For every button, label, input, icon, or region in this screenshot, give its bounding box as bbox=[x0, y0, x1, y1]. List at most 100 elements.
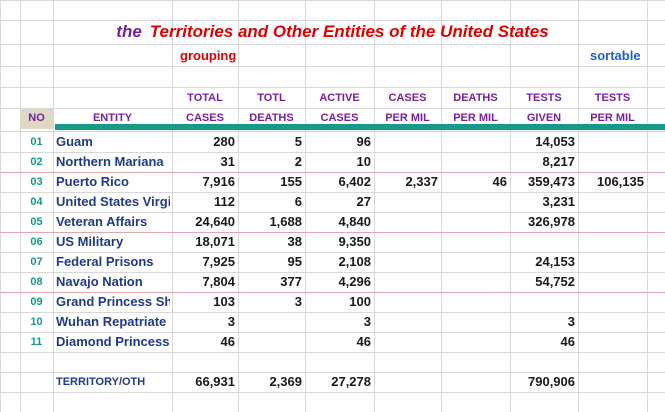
totals-total-cases[interactable]: 66,931 bbox=[195, 374, 235, 389]
deaths-per-mil[interactable]: 46 bbox=[492, 174, 507, 189]
deaths-per-mil[interactable] bbox=[441, 212, 507, 232]
total-cases[interactable]: 112 bbox=[214, 194, 235, 209]
header-totl-deaths-1[interactable]: TOTL bbox=[257, 92, 286, 104]
active-cases[interactable]: 2,108 bbox=[338, 254, 371, 269]
header-no[interactable]: NO bbox=[28, 112, 45, 124]
total-deaths[interactable]: 2 bbox=[294, 154, 302, 169]
total-deaths[interactable]: 3 bbox=[294, 294, 302, 309]
header-total-cases-1[interactable]: TOTAL bbox=[187, 92, 223, 104]
tests-given[interactable]: 359,473 bbox=[528, 174, 575, 189]
total-cases[interactable]: 7,916 bbox=[202, 174, 235, 189]
entity-name[interactable]: Federal Prisons bbox=[56, 254, 154, 269]
tests-per-mil[interactable] bbox=[578, 252, 644, 272]
tests-per-mil[interactable] bbox=[578, 132, 644, 152]
header-entity[interactable]: ENTITY bbox=[92, 112, 133, 124]
totals-row[interactable]: TERRITORY/OTH 66,931 2,369 27,278 790,90… bbox=[0, 372, 665, 392]
entity-name[interactable]: Veteran Affairs bbox=[56, 214, 148, 229]
row-number[interactable]: 02 bbox=[30, 156, 43, 168]
total-cases[interactable]: 31 bbox=[220, 154, 235, 169]
row-number[interactable]: 08 bbox=[30, 276, 43, 288]
deaths-per-mil[interactable] bbox=[441, 332, 507, 352]
tests-per-mil[interactable] bbox=[578, 212, 644, 232]
active-cases[interactable]: 96 bbox=[356, 134, 371, 149]
table-row[interactable]: 04 United States Virgi 112 6 27 3,231 bbox=[0, 192, 665, 212]
tests-given[interactable] bbox=[510, 232, 575, 252]
cases-per-mil[interactable] bbox=[374, 332, 438, 352]
header-total-cases-2[interactable]: CASES bbox=[186, 112, 224, 124]
cases-per-mil[interactable] bbox=[374, 252, 438, 272]
cases-per-mil[interactable] bbox=[374, 312, 438, 332]
totals-tests-given[interactable]: 790,906 bbox=[528, 374, 575, 389]
total-cases[interactable]: 3 bbox=[227, 314, 235, 329]
total-cases[interactable]: 46 bbox=[220, 334, 235, 349]
row-number[interactable]: 04 bbox=[30, 196, 43, 208]
table-row[interactable]: 03 Puerto Rico 7,916 155 6,402 2,337 46 359,473… bbox=[0, 172, 665, 192]
total-deaths[interactable]: 377 bbox=[280, 274, 302, 289]
active-cases[interactable]: 27 bbox=[356, 194, 371, 209]
entity-name[interactable]: Navajo Nation bbox=[56, 274, 143, 289]
active-cases[interactable]: 4,840 bbox=[338, 214, 371, 229]
active-cases[interactable]: 10 bbox=[356, 154, 371, 169]
total-deaths[interactable] bbox=[238, 332, 302, 352]
cases-per-mil[interactable]: 2,337 bbox=[405, 174, 438, 189]
deaths-per-mil[interactable] bbox=[441, 252, 507, 272]
entity-name[interactable]: Northern Mariana bbox=[56, 154, 164, 169]
tests-per-mil[interactable]: 106,135 bbox=[597, 174, 644, 189]
header-cases-per-mil-1[interactable]: CASES bbox=[388, 92, 427, 104]
total-deaths[interactable]: 1,688 bbox=[269, 214, 302, 229]
tests-per-mil[interactable] bbox=[578, 192, 644, 212]
deaths-per-mil[interactable] bbox=[441, 312, 507, 332]
header-totl-deaths-2[interactable]: DEATHS bbox=[249, 112, 294, 124]
table-row[interactable]: 06 US Military 18,071 38 9,350 bbox=[0, 232, 665, 252]
header-cases-per-mil-2[interactable]: PER MIL bbox=[385, 112, 430, 124]
row-number[interactable]: 01 bbox=[30, 136, 43, 148]
tests-per-mil[interactable] bbox=[578, 292, 644, 312]
entity-name[interactable]: United States Virgi bbox=[56, 194, 170, 209]
header-deaths-per-mil-1[interactable]: DEATHS bbox=[453, 92, 498, 104]
total-cases[interactable]: 280 bbox=[213, 134, 235, 149]
active-cases[interactable]: 3 bbox=[363, 314, 371, 329]
cases-per-mil[interactable] bbox=[374, 292, 438, 312]
entity-name[interactable]: Guam bbox=[56, 134, 93, 149]
row-number[interactable]: 11 bbox=[30, 336, 43, 348]
deaths-per-mil[interactable] bbox=[441, 292, 507, 312]
deaths-per-mil[interactable] bbox=[441, 192, 507, 212]
entity-name[interactable]: Grand Princess Shi bbox=[56, 294, 170, 309]
header-tests-given-1[interactable]: TESTS bbox=[526, 92, 562, 104]
total-deaths[interactable]: 155 bbox=[280, 174, 302, 189]
entity-name[interactable]: Wuhan Repatriate bbox=[56, 314, 167, 329]
cases-per-mil[interactable] bbox=[374, 192, 438, 212]
table-row[interactable]: 09 Grand Princess Shi 103 3 100 bbox=[0, 292, 665, 312]
header-active-cases-2[interactable]: CASES bbox=[320, 112, 359, 124]
table-row[interactable]: 10 Wuhan Repatriate 3 3 3 bbox=[0, 312, 665, 332]
header-deaths-per-mil-2[interactable]: PER MIL bbox=[453, 112, 498, 124]
table-row[interactable]: 01 Guam 280 5 96 14,053 bbox=[0, 132, 665, 152]
active-cases[interactable]: 100 bbox=[349, 294, 371, 309]
active-cases[interactable]: 46 bbox=[356, 334, 371, 349]
tests-given[interactable]: 24,153 bbox=[535, 254, 575, 269]
total-cases[interactable]: 7,804 bbox=[202, 274, 235, 289]
cases-per-mil[interactable] bbox=[374, 132, 438, 152]
total-deaths[interactable]: 38 bbox=[287, 234, 302, 249]
cases-per-mil[interactable] bbox=[374, 232, 438, 252]
entity-name[interactable]: Diamond Princess bbox=[56, 334, 170, 349]
cases-per-mil[interactable] bbox=[374, 272, 438, 292]
total-cases[interactable]: 24,640 bbox=[195, 214, 235, 229]
tests-given[interactable]: 54,752 bbox=[535, 274, 575, 289]
tests-given[interactable]: 46 bbox=[560, 334, 575, 349]
tests-given[interactable] bbox=[510, 292, 575, 312]
entity-name[interactable]: US Military bbox=[56, 234, 124, 249]
tests-given[interactable]: 3,231 bbox=[542, 194, 575, 209]
row-number[interactable]: 03 bbox=[30, 176, 43, 188]
row-number[interactable]: 06 bbox=[30, 236, 43, 248]
tests-per-mil[interactable] bbox=[578, 312, 644, 332]
table-row[interactable]: 11 Diamond Princess 46 46 46 bbox=[0, 332, 665, 352]
cases-per-mil[interactable] bbox=[374, 152, 438, 172]
row-number[interactable]: 09 bbox=[30, 296, 43, 308]
deaths-per-mil[interactable] bbox=[441, 152, 507, 172]
grouping-label[interactable]: grouping bbox=[180, 48, 237, 63]
table-row[interactable]: 02 Northern Mariana 31 2 10 8,217 bbox=[0, 152, 665, 172]
header-tests-per-mil-2[interactable]: PER MIL bbox=[590, 112, 635, 124]
active-cases[interactable]: 9,350 bbox=[338, 234, 371, 249]
